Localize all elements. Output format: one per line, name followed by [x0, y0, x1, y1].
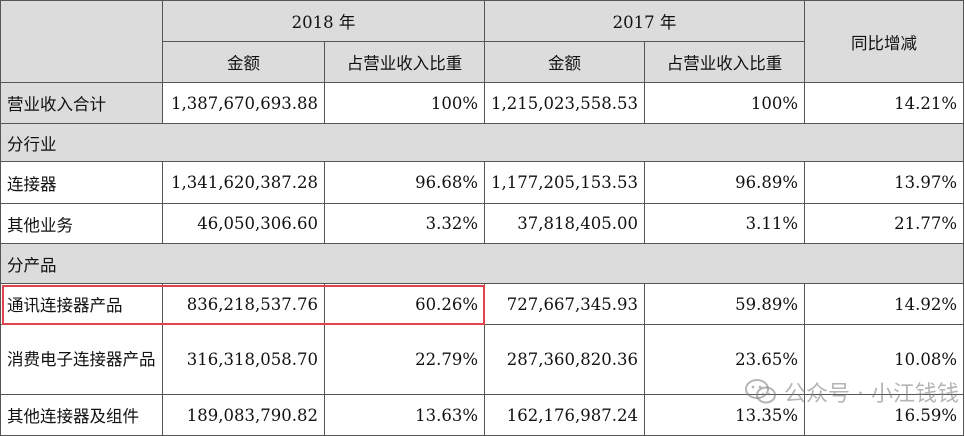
cell-ratio-2017: 3.11%	[644, 203, 805, 244]
section-row-product: 分产品	[0, 243, 964, 284]
header-amount-2018: 金额	[162, 41, 325, 83]
cell-amount-2017: 1,177,205,153.53	[484, 161, 645, 204]
section-row-industry: 分行业	[0, 123, 964, 162]
cell-amount-2018: 189,083,790.82	[162, 394, 325, 436]
cell-amount-2017: 1,215,023,558.53	[484, 82, 645, 124]
header-blank-cell	[0, 0, 163, 83]
cell-ratio-2018: 100%	[324, 82, 485, 124]
cell-yoy: 16.59%	[804, 394, 964, 436]
header-row-years: 2018 年 2017 年 同比增减	[0, 0, 964, 83]
row-label: 通讯连接器产品	[0, 283, 163, 325]
table-row: 其他连接器及组件 189,083,790.82 13.63% 162,176,9…	[0, 394, 964, 436]
row-label: 其他连接器及组件	[0, 394, 163, 436]
cell-ratio-2018: 13.63%	[324, 394, 485, 436]
header-yoy: 同比增减	[804, 0, 964, 83]
section-label-product: 分产品	[0, 243, 964, 284]
header-ratio-2017: 占营业收入比重	[644, 41, 805, 83]
cell-yoy: 14.21%	[804, 82, 964, 124]
cell-ratio-2018: 60.26%	[324, 283, 485, 325]
header-2017: 2017 年	[484, 0, 805, 42]
row-label: 消费电子连接器产品	[0, 324, 163, 395]
cell-amount-2018: 46,050,306.60	[162, 203, 325, 244]
table-row-total: 营业收入合计 1,387,670,693.88 100% 1,215,023,5…	[0, 82, 964, 124]
row-label: 连接器	[0, 161, 163, 204]
cell-amount-2017: 37,818,405.00	[484, 203, 645, 244]
cell-amount-2018: 1,341,620,387.28	[162, 161, 325, 204]
row-label: 营业收入合计	[0, 82, 163, 124]
cell-ratio-2017: 100%	[644, 82, 805, 124]
cell-ratio-2017: 59.89%	[644, 283, 805, 325]
cell-yoy: 14.92%	[804, 283, 964, 325]
header-row-columns: 金额 占营业收入比重 金额 占营业收入比重	[1, 41, 964, 83]
cell-ratio-2018: 22.79%	[324, 324, 485, 395]
cell-amount-2018: 836,218,537.76	[162, 283, 325, 325]
header-2018: 2018 年	[162, 0, 485, 42]
cell-amount-2017: 287,360,820.36	[484, 324, 645, 395]
table-row: 连接器 1,341,620,387.28 96.68% 1,177,205,15…	[0, 161, 964, 204]
cell-ratio-2017: 13.35%	[644, 394, 805, 436]
cell-ratio-2018: 3.32%	[324, 203, 485, 244]
cell-ratio-2018: 96.68%	[324, 161, 485, 204]
header-amount-2017: 金额	[484, 41, 645, 83]
cell-amount-2018: 1,387,670,693.88	[162, 82, 325, 124]
cell-yoy: 13.97%	[804, 161, 964, 204]
cell-amount-2017: 162,176,987.24	[484, 394, 645, 436]
cell-yoy: 10.08%	[804, 324, 964, 395]
cell-yoy: 21.77%	[804, 203, 964, 244]
section-label-industry: 分行业	[0, 123, 964, 162]
header-ratio-2018: 占营业收入比重	[324, 41, 485, 83]
cell-ratio-2017: 23.65%	[644, 324, 805, 395]
cell-amount-2017: 727,667,345.93	[484, 283, 645, 325]
table-row: 通讯连接器产品 836,218,537.76 60.26% 727,667,34…	[0, 283, 964, 325]
table-row: 其他业务 46,050,306.60 3.32% 37,818,405.00 3…	[0, 203, 964, 244]
cell-ratio-2017: 96.89%	[644, 161, 805, 204]
row-label: 其他业务	[0, 203, 163, 244]
cell-amount-2018: 316,318,058.70	[162, 324, 325, 395]
table-row: 消费电子连接器产品 316,318,058.70 22.79% 287,360,…	[0, 324, 964, 395]
